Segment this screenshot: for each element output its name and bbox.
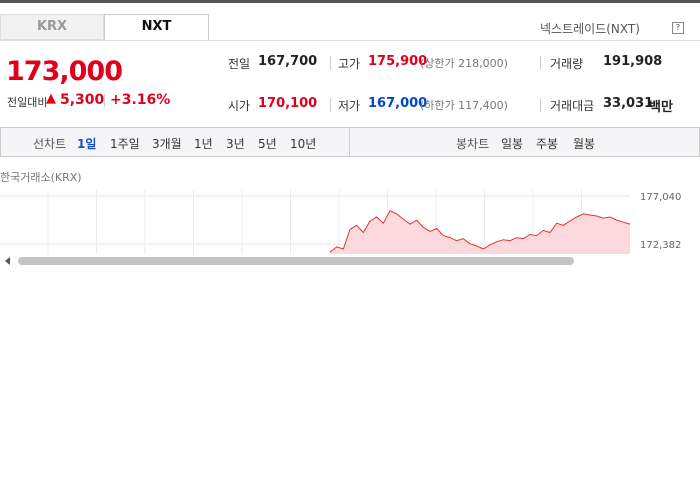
y-tick-label: 177,040 bbox=[640, 192, 681, 203]
period-button[interactable]: 주봉 bbox=[536, 137, 559, 151]
toolbar-right bbox=[350, 127, 700, 157]
scroll-arrow[interactable] bbox=[5, 257, 10, 265]
top-border bbox=[0, 0, 700, 3]
stat-label: 시가 bbox=[228, 99, 251, 113]
toolbar-label: 선차트 bbox=[33, 137, 67, 151]
stat-label: 저가 bbox=[338, 99, 361, 113]
change-amount: 5,300 bbox=[60, 92, 105, 108]
price-area bbox=[330, 210, 630, 254]
stat-note: (하한가 117,400) bbox=[420, 99, 508, 112]
price: 173,000 bbox=[6, 56, 123, 87]
separator bbox=[540, 56, 541, 70]
separator bbox=[330, 98, 331, 112]
stat-label: 거래대금 bbox=[550, 99, 595, 113]
period-button[interactable]: 5년 bbox=[258, 137, 277, 151]
help-icon[interactable]: ? bbox=[672, 22, 684, 34]
y-tick-label: 172,382 bbox=[640, 240, 681, 251]
stat-value: 191,908 bbox=[603, 54, 663, 69]
chart-source: 한국거래소(KRX) bbox=[0, 171, 82, 184]
period-button[interactable]: 3년 bbox=[226, 137, 245, 151]
tab[interactable]: KRX bbox=[0, 14, 104, 40]
change-rate: +3.16% bbox=[110, 92, 171, 108]
period-button[interactable]: 1주일 bbox=[110, 137, 140, 151]
stat-value: 167,700 bbox=[258, 54, 318, 69]
toolbar-label: 봉차트 bbox=[456, 137, 490, 151]
tab-active[interactable]: NXT bbox=[104, 14, 209, 41]
separator bbox=[104, 94, 105, 107]
change-arrow: ▲ bbox=[46, 91, 56, 106]
market-label: 넥스트레이드(NXT) bbox=[540, 22, 640, 36]
stat-value: 170,100 bbox=[258, 96, 318, 111]
stat-value: 167,000 bbox=[368, 96, 428, 111]
chart: 177,040 172,382 bbox=[0, 190, 682, 265]
divider bbox=[0, 40, 700, 41]
period-button[interactable]: 1년 bbox=[194, 137, 213, 151]
scrollbar-thumb[interactable] bbox=[18, 257, 574, 265]
separator bbox=[540, 98, 541, 112]
stat-label: 전일 bbox=[228, 57, 251, 71]
stat-value: 175,900 bbox=[368, 54, 428, 69]
stat-unit: 백만 bbox=[649, 100, 673, 115]
period-button[interactable]: 10년 bbox=[290, 137, 317, 151]
period-button[interactable]: 1일 bbox=[77, 137, 97, 151]
stat-note: (상한가 218,000) bbox=[420, 57, 508, 70]
period-button[interactable]: 일봉 bbox=[501, 137, 524, 151]
stat-value: 33,031 bbox=[603, 96, 654, 111]
period-button[interactable]: 3개월 bbox=[152, 137, 182, 151]
period-button[interactable]: 월봉 bbox=[573, 137, 596, 151]
stat-label: 거래량 bbox=[550, 57, 584, 71]
price-line bbox=[329, 210, 630, 253]
toolbar-left bbox=[0, 127, 350, 157]
separator bbox=[330, 56, 331, 70]
change-label: 전일대비 bbox=[7, 96, 48, 109]
stat-label: 고가 bbox=[338, 57, 361, 71]
